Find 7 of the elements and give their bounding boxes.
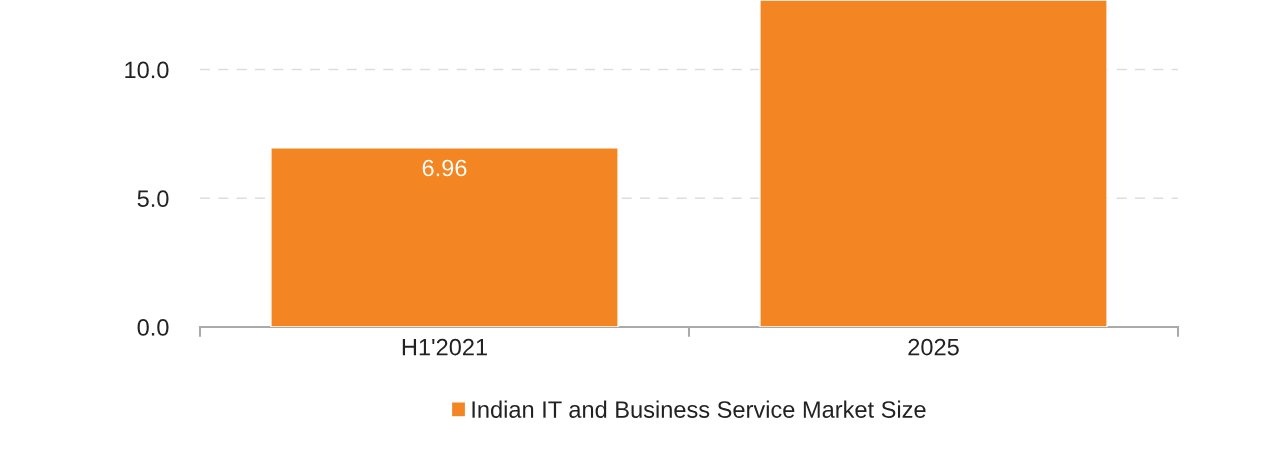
- x-tick-label: 2025: [908, 338, 959, 356]
- y-tick-label: 10.0: [125, 61, 169, 79]
- x-tick-label: H1'2021: [402, 338, 487, 356]
- legend-label: Indian IT and Business Service Market Size: [472, 400, 926, 418]
- y-tick-label: 0.0: [137, 319, 169, 336]
- data-label: 6.96: [422, 159, 467, 177]
- y-tick-label: 5.0: [137, 190, 169, 208]
